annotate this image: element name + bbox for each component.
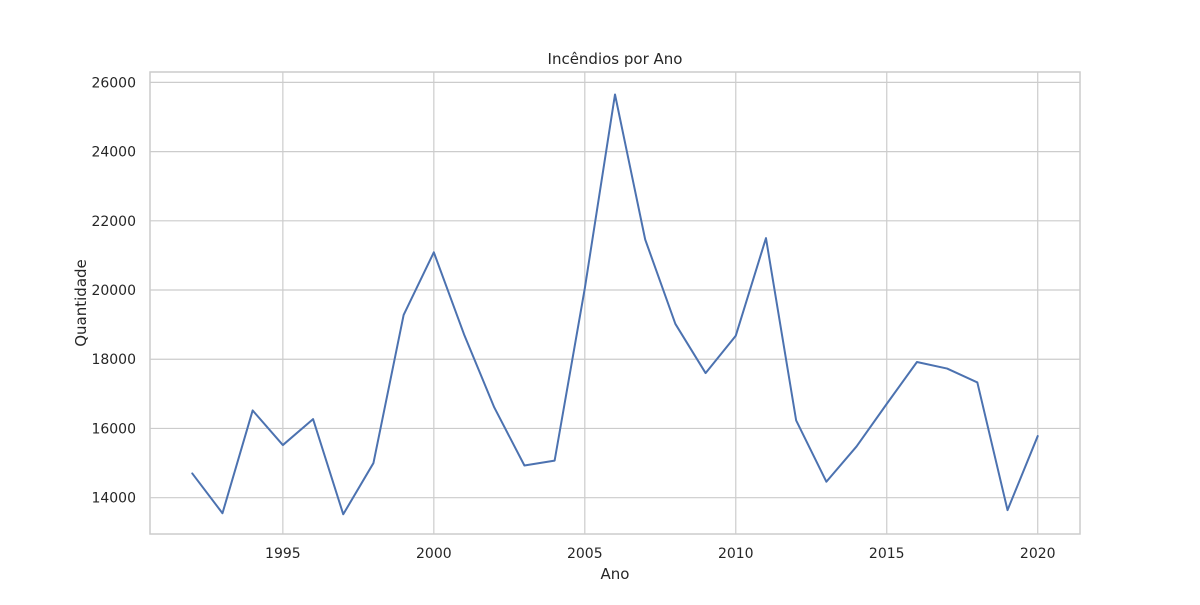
x-axis-title: Ano xyxy=(601,565,630,583)
y-tick-label: 20000 xyxy=(91,283,136,299)
y-tick-label: 16000 xyxy=(91,421,136,437)
plot-frame xyxy=(149,71,1081,535)
y-tick-labels: 14000 16000 18000 20000 22000 24000 26000 xyxy=(91,75,136,506)
y-tick-label: 14000 xyxy=(91,491,136,507)
x-tick-label: 2010 xyxy=(718,546,754,562)
y-tick-label: 26000 xyxy=(91,75,136,91)
series-line xyxy=(191,93,1039,516)
x-tick-label: 2000 xyxy=(416,546,452,562)
y-tick-label: 24000 xyxy=(91,145,136,161)
grid-lines xyxy=(150,72,1080,534)
x-tick-label: 2020 xyxy=(1020,546,1056,562)
y-tick-label: 22000 xyxy=(91,214,136,230)
x-tick-label: 2015 xyxy=(869,546,905,562)
y-tick-label: 18000 xyxy=(91,352,136,368)
x-tick-label: 2005 xyxy=(567,546,603,562)
chart-title: Incêndios por Ano xyxy=(548,50,683,68)
x-tick-labels: 1995 2000 2005 2010 2015 2020 xyxy=(265,546,1056,562)
x-tick-label: 1995 xyxy=(265,546,301,562)
series-layer xyxy=(191,93,1039,516)
y-axis-title: Quantidade xyxy=(72,259,90,347)
